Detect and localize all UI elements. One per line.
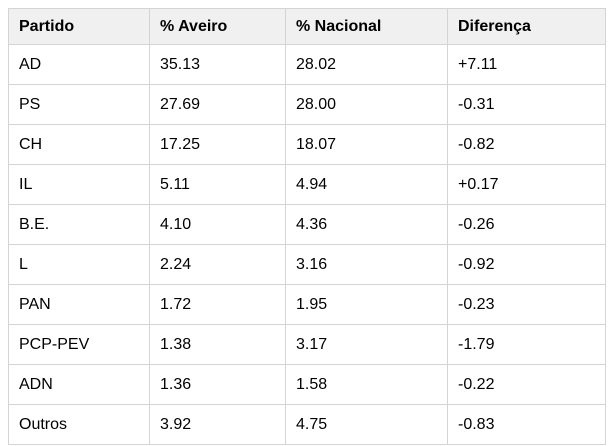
table-row: B.E. 4.10 4.36 -0.26	[8, 204, 606, 245]
cell-nacional: 28.00	[285, 84, 448, 125]
table-row: PS 27.69 28.00 -0.31	[8, 84, 606, 125]
cell-diferenca: -0.23	[447, 284, 606, 325]
cell-diferenca: -1.79	[447, 324, 606, 365]
cell-partido: IL	[8, 164, 150, 205]
table-row: AD 35.13 28.02 +7.11	[8, 44, 606, 85]
table-row: PAN 1.72 1.95 -0.23	[8, 284, 606, 325]
cell-nacional: 4.75	[285, 404, 448, 445]
cell-diferenca: -0.83	[447, 404, 606, 445]
column-header-aveiro: % Aveiro	[149, 8, 286, 45]
cell-diferenca: -0.31	[447, 84, 606, 125]
cell-diferenca: -0.26	[447, 204, 606, 245]
cell-partido: ADN	[8, 364, 150, 405]
cell-nacional: 4.36	[285, 204, 448, 245]
cell-aveiro: 2.24	[149, 244, 286, 285]
column-header-partido: Partido	[8, 8, 150, 45]
cell-nacional: 3.17	[285, 324, 448, 365]
cell-aveiro: 35.13	[149, 44, 286, 85]
cell-diferenca: -0.92	[447, 244, 606, 285]
cell-partido: PAN	[8, 284, 150, 325]
cell-partido: PS	[8, 84, 150, 125]
cell-aveiro: 3.92	[149, 404, 286, 445]
cell-nacional: 4.94	[285, 164, 448, 205]
table-row: L 2.24 3.16 -0.92	[8, 244, 606, 285]
cell-partido: PCP-PEV	[8, 324, 150, 365]
cell-nacional: 1.95	[285, 284, 448, 325]
election-results-table: Partido % Aveiro % Nacional Diferença AD…	[8, 8, 606, 445]
table-row: PCP-PEV 1.38 3.17 -1.79	[8, 324, 606, 365]
table-row: CH 17.25 18.07 -0.82	[8, 124, 606, 165]
cell-partido: Outros	[8, 404, 150, 445]
cell-aveiro: 5.11	[149, 164, 286, 205]
cell-aveiro: 17.25	[149, 124, 286, 165]
cell-diferenca: +7.11	[447, 44, 606, 85]
cell-aveiro: 4.10	[149, 204, 286, 245]
table-row: Outros 3.92 4.75 -0.83	[8, 404, 606, 445]
column-header-nacional: % Nacional	[285, 8, 448, 45]
cell-partido: B.E.	[8, 204, 150, 245]
cell-aveiro: 1.72	[149, 284, 286, 325]
cell-nacional: 28.02	[285, 44, 448, 85]
table-row: IL 5.11 4.94 +0.17	[8, 164, 606, 205]
cell-diferenca: +0.17	[447, 164, 606, 205]
cell-aveiro: 1.36	[149, 364, 286, 405]
cell-diferenca: -0.82	[447, 124, 606, 165]
table-row: ADN 1.36 1.58 -0.22	[8, 364, 606, 405]
cell-nacional: 1.58	[285, 364, 448, 405]
cell-partido: L	[8, 244, 150, 285]
cell-nacional: 3.16	[285, 244, 448, 285]
table-header-row: Partido % Aveiro % Nacional Diferença	[8, 8, 606, 45]
cell-partido: AD	[8, 44, 150, 85]
cell-partido: CH	[8, 124, 150, 165]
cell-aveiro: 1.38	[149, 324, 286, 365]
cell-aveiro: 27.69	[149, 84, 286, 125]
cell-diferenca: -0.22	[447, 364, 606, 405]
cell-nacional: 18.07	[285, 124, 448, 165]
column-header-diferenca: Diferença	[447, 8, 606, 45]
